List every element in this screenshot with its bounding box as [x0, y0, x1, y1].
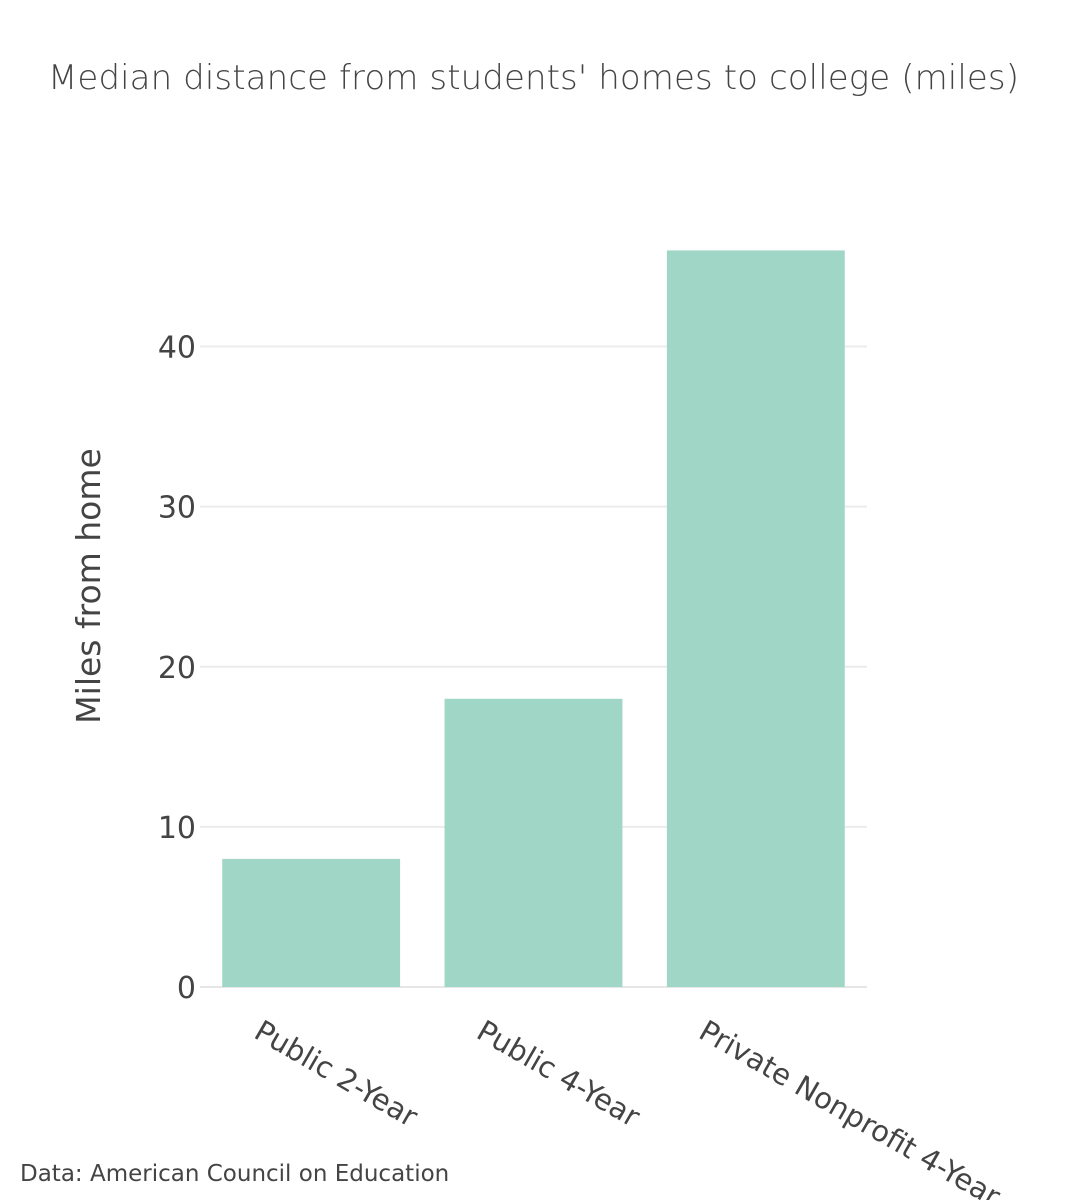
y-axis-title: Miles from home — [69, 448, 108, 724]
bars — [222, 250, 845, 987]
x-tick-label: Private Nonprofit 4-Year — [694, 1013, 1007, 1200]
bar[interactable] — [222, 858, 401, 987]
x-tick-label: Public 4-Year — [471, 1013, 646, 1133]
source-note: Data: American Council on Education — [20, 1161, 450, 1187]
y-tick-label: 30 — [158, 491, 196, 526]
y-tick-label: 0 — [177, 971, 196, 1006]
y-tick-label: 20 — [158, 651, 196, 686]
chart-title: Median distance from students' homes to … — [48, 58, 1020, 98]
bar[interactable] — [444, 698, 623, 987]
x-tick-label: Public 2-Year — [249, 1013, 424, 1133]
y-tick-labels: 0 10 20 30 40 — [158, 331, 196, 1006]
y-tick-label: 40 — [158, 331, 196, 366]
bar[interactable] — [666, 250, 845, 987]
y-tick-label: 10 — [158, 811, 196, 846]
